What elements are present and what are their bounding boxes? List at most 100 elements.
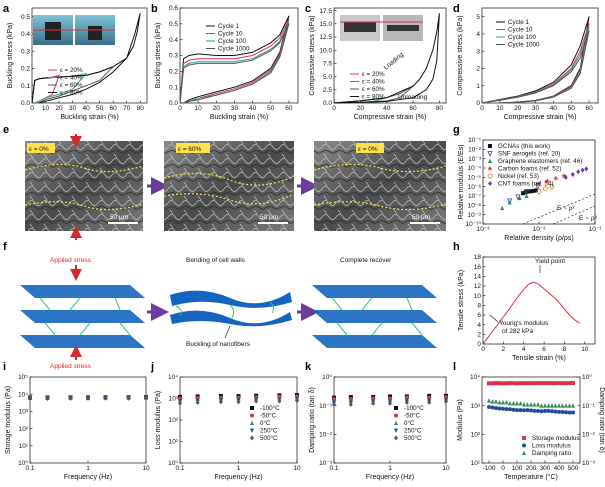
data-point — [332, 401, 336, 407]
data-point — [497, 406, 502, 411]
data-point — [522, 408, 526, 413]
panel-label-h: h — [453, 241, 460, 253]
y-tick-label: 0.5 — [169, 21, 178, 28]
chart-g: 10⁻³ 10⁻² 10⁻¹ 10⁻¹⁰ 10⁻⁹ 10⁻⁸ 10⁻⁷ 10⁻⁶ 10⁻⁵ 10⁻… — [458, 137, 602, 242]
data-point — [567, 381, 572, 386]
x-tick-label: 6 — [542, 346, 546, 353]
data-point — [508, 381, 512, 386]
x-tick-label: 100 — [512, 465, 523, 472]
data-point — [515, 381, 519, 386]
x-tick-label: 40 — [83, 105, 91, 112]
data-point — [529, 408, 533, 413]
legend-entry: Cycle 100 — [508, 34, 536, 41]
y-tick-label: 10⁴ — [470, 374, 480, 381]
data-point — [546, 408, 551, 413]
y-axis-label: Tensile stress (kPa) — [458, 270, 465, 331]
panel-label-b: b — [151, 3, 158, 15]
data-point — [571, 403, 575, 408]
data-point — [28, 396, 32, 402]
x-tick-label: 0.1 — [175, 465, 184, 472]
data-point — [553, 175, 559, 181]
x-tick-label: 80 — [137, 105, 145, 112]
data-point — [45, 396, 50, 402]
data-point — [515, 194, 521, 201]
sem-image-left: ε = 0% 50 μm — [24, 141, 144, 231]
chart-l: -100 0 100 200 300 400 500 10¹ 10² 10³ 10⁴ 10⁻³ 10⁻²… — [457, 374, 605, 481]
y-tick-label: 10⁵ — [18, 374, 28, 381]
legend-marker — [487, 151, 493, 157]
data-point — [567, 410, 572, 415]
y-tick-label: 10¹ — [471, 460, 481, 467]
data-point — [532, 408, 537, 413]
y-tick-label: 2.5 — [323, 87, 332, 94]
data-point — [487, 404, 491, 409]
data-point — [515, 408, 519, 413]
panel-label-e: e — [3, 124, 9, 136]
panel-label-k: k — [305, 361, 312, 373]
data-point — [501, 400, 505, 405]
chart-k: 0.1 1 10 10⁻³ 10⁻² 10⁻¹ 10⁰ Frequency (Hz) Dampi… — [309, 374, 450, 481]
x-tick-label: 60 — [409, 105, 417, 112]
legend-marker — [394, 413, 398, 418]
y-right-tick-label: 10⁻² — [582, 432, 596, 439]
y-axis-label: Relative modulus (E/Es) — [458, 144, 465, 219]
legend-entry: ε = 40% — [60, 75, 83, 82]
y-tick-label: 10⁴ — [168, 374, 178, 381]
data-point — [254, 398, 259, 404]
data-point — [144, 395, 148, 401]
y-axis-label: Compressive stress (kPa) — [457, 15, 464, 95]
strain-label-mid: ε = 60% — [178, 146, 202, 153]
legend-entry: 500°C — [404, 434, 422, 442]
legend-entry: ε = 60% — [362, 86, 385, 93]
x-axis-label: Buckling strain (%) — [60, 114, 118, 121]
x-tick-label: 30 — [69, 105, 77, 112]
data-point — [500, 205, 505, 211]
y-tick-label: 10³ — [19, 409, 29, 416]
data-point — [68, 395, 73, 401]
data-point — [522, 381, 526, 386]
scale-bar-mid: 50 μm — [260, 214, 278, 221]
data-point — [507, 198, 513, 205]
x-tick-label: 60 — [585, 105, 593, 112]
x-tick-label: 0 — [178, 105, 182, 112]
y-tick-label: 10¹ — [19, 443, 29, 450]
y-right-tick-label: 10⁻¹ — [582, 403, 596, 410]
data-point — [388, 400, 392, 406]
scale-bar-left: 50 μm — [110, 214, 128, 221]
chart-j: 0.1 1 10 10⁰ 10¹ 10² 10³ 10⁴ Frequency (Hz) Loss … — [155, 374, 301, 481]
data-point — [178, 400, 182, 406]
foam-diagram-right: Complete recover — [312, 257, 437, 348]
data-point — [550, 403, 554, 408]
y-tick-label: 10³ — [471, 403, 481, 410]
x-tick-label: 300 — [540, 465, 551, 472]
data-point — [529, 381, 533, 386]
x-tick-label: 0 — [480, 105, 484, 112]
data-point — [524, 193, 529, 198]
x-tick-label: 50 — [96, 105, 104, 112]
y-tick-label: 10.0 — [319, 47, 332, 54]
y-tick-label: 10² — [169, 417, 179, 424]
y-axis-label: Compressive stress (kPa) — [309, 15, 316, 95]
chart-i: 0.1 1 10 10⁰ 10¹ 10² 10³ 10⁴ 10⁵ Frequency (Hz) St… — [5, 374, 150, 481]
x-tick-label: 10 — [142, 465, 150, 472]
data-point — [277, 398, 282, 404]
data-point — [557, 381, 561, 386]
data-point — [532, 381, 537, 386]
plot-frame — [179, 376, 298, 464]
series-line — [179, 15, 290, 104]
legend-marker — [250, 435, 254, 441]
x-tick-label: 20 — [55, 105, 63, 112]
y-tick-label: 10⁰ — [18, 460, 28, 467]
legend-entry: CNT foams (ref. 54) — [498, 181, 554, 188]
y-tick-label: 5.0 — [323, 74, 332, 81]
guide-label-rho3: E ~ ρ³ — [579, 215, 597, 222]
y-tick-label: 16 — [474, 264, 482, 271]
y-tick-label: 12.5 — [319, 34, 332, 41]
chart-a: 0 10 20 30 40 50 60 70 80 0.0 0.1 0.2 0.3 0.4 0.5 Buckl… — [7, 7, 148, 121]
legend-entry: Nickel (ref. 53) — [498, 173, 539, 180]
x-tick-label: 10 — [442, 465, 450, 472]
data-point — [560, 381, 565, 386]
x-tick-label: 30 — [532, 105, 540, 112]
series-line — [333, 13, 440, 104]
data-point — [553, 409, 558, 414]
